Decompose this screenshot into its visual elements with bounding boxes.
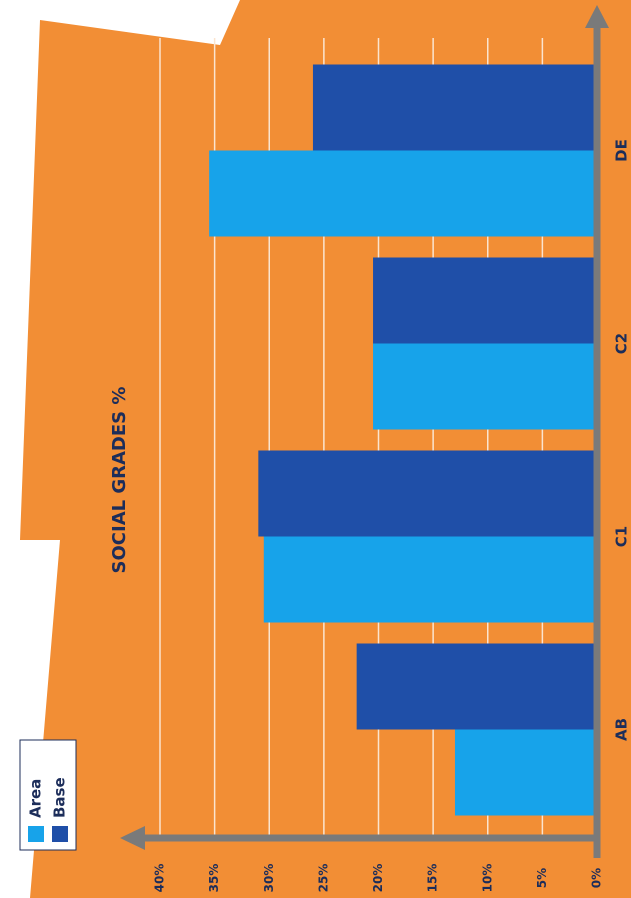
y-axis-arrow	[120, 826, 145, 850]
bar	[373, 257, 597, 344]
y-tick-label: 35%	[207, 864, 221, 893]
y-tick-label: 25%	[316, 864, 330, 893]
chart-title: SOCIAL GRADES %	[109, 387, 130, 574]
bar	[209, 150, 597, 237]
bar	[373, 343, 597, 430]
legend-swatch	[28, 826, 44, 842]
legend-label: Area	[27, 779, 45, 818]
y-tick-label: 20%	[371, 864, 385, 893]
x-tick-label: DE	[613, 139, 631, 162]
x-tick-label: C2	[613, 333, 631, 354]
bar	[263, 536, 597, 623]
bar	[312, 64, 597, 151]
legend-box	[19, 739, 77, 851]
x-axis-arrow	[585, 5, 609, 28]
y-tick-label: 30%	[262, 864, 276, 893]
legend-swatch	[52, 826, 68, 842]
y-tick-label: 0%	[590, 868, 604, 888]
x-tick-label: AB	[613, 718, 631, 741]
y-tick-label: 40%	[153, 864, 167, 893]
bar	[258, 450, 597, 537]
y-tick-label: 15%	[426, 864, 440, 893]
legend-label: Base	[51, 777, 69, 818]
rotated-frame: SOCIAL GRADES % 0% 5% 10% 15% 20% 25% 30% 35% 40…	[19, 5, 631, 893]
bar	[356, 643, 597, 730]
bar	[454, 729, 597, 816]
y-tick-label: 5%	[535, 868, 549, 888]
x-tick-label: C1	[613, 526, 631, 547]
y-tick-label: 10%	[480, 864, 494, 893]
